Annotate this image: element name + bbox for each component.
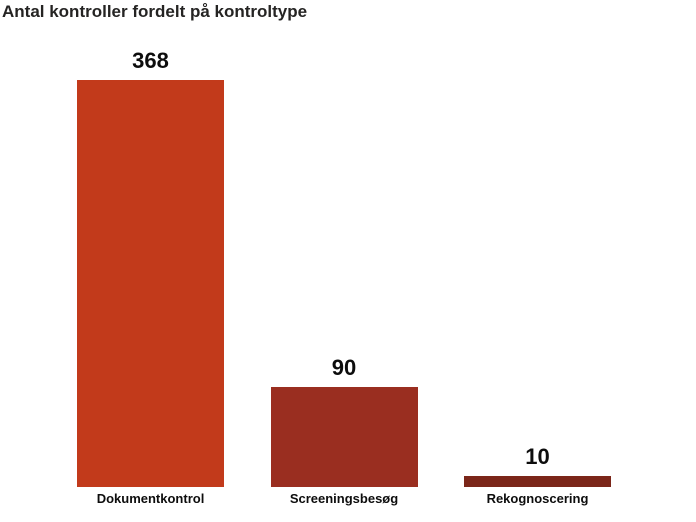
bar-column: 368 <box>77 46 224 487</box>
bar-column: 90 <box>270 46 418 487</box>
bar-value-label: 90 <box>331 355 357 380</box>
bar <box>270 387 418 487</box>
chart-title: Antal kontroller fordelt på kontroltype <box>2 2 308 21</box>
bar-value-label: 10 <box>525 444 550 469</box>
bar <box>464 476 611 487</box>
bar-column: 10 <box>464 46 611 487</box>
plot-area: 368 90 10 <box>77 46 611 487</box>
bar-value-label: 368 <box>132 48 169 73</box>
bar <box>77 80 224 487</box>
x-axis-labels: Dokumentkontrol Screeningsbesøg Rekognosce… <box>77 491 611 506</box>
x-axis-category-label: Dokumentkontrol <box>96 491 205 506</box>
x-axis-category-label: Rekognoscering <box>486 491 589 506</box>
x-axis-category-label: Screeningsbesøg <box>289 491 399 506</box>
